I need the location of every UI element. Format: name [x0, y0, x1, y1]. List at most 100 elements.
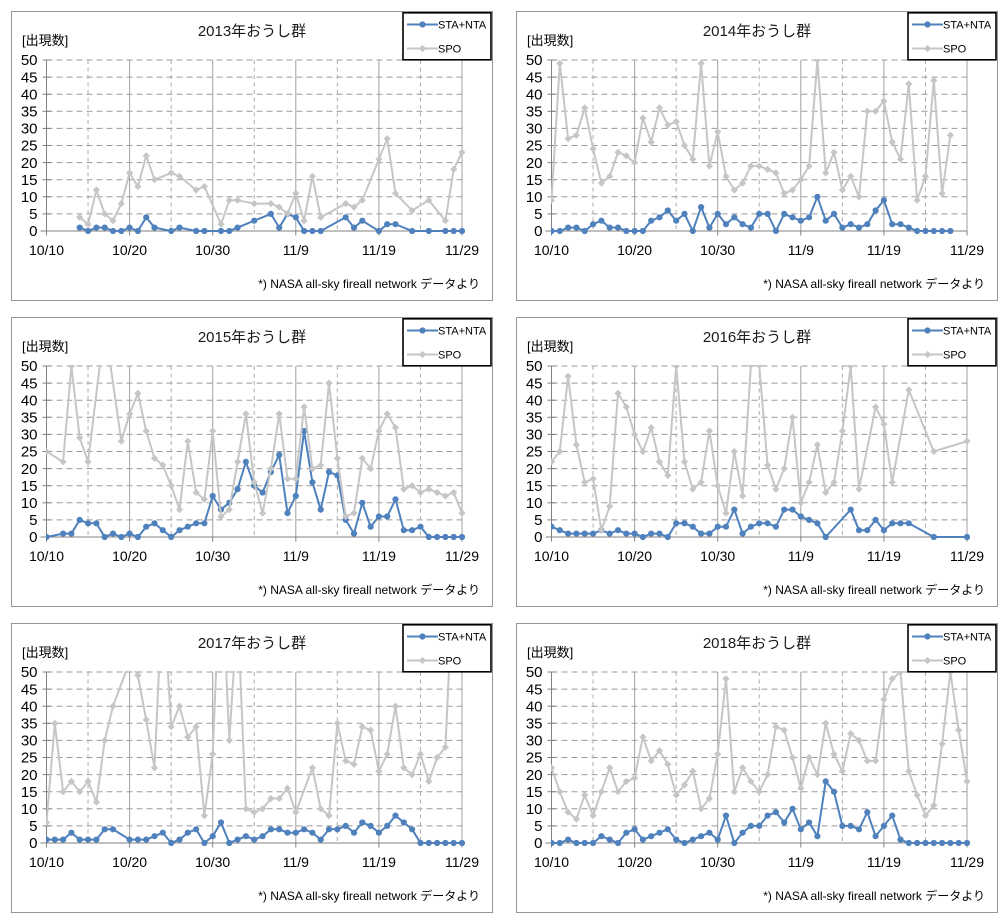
svg-text:11/19: 11/19 — [867, 548, 901, 564]
svg-text:5: 5 — [534, 512, 542, 529]
svg-text:45: 45 — [21, 69, 38, 86]
svg-text:10/10: 10/10 — [29, 548, 64, 564]
svg-text:10/10: 10/10 — [29, 854, 64, 870]
svg-text:40: 40 — [526, 698, 543, 715]
svg-text:[出現数]: [出現数] — [527, 645, 573, 660]
svg-text:20: 20 — [21, 767, 38, 784]
svg-text:*) NASA all-sky fireall networ: *) NASA all-sky fireall network データより — [763, 888, 985, 903]
svg-text:11/9: 11/9 — [283, 854, 309, 870]
svg-text:25: 25 — [526, 750, 543, 767]
svg-text:*) NASA all-sky fireall networ: *) NASA all-sky fireall network データより — [258, 276, 480, 291]
svg-text:50: 50 — [21, 358, 38, 375]
svg-text:15: 15 — [21, 478, 38, 495]
svg-text:25: 25 — [21, 750, 38, 767]
svg-text:10/30: 10/30 — [195, 854, 230, 870]
svg-text:45: 45 — [21, 681, 38, 698]
svg-text:25: 25 — [21, 444, 38, 461]
svg-text:30: 30 — [21, 427, 38, 444]
svg-text:2014年おうし群: 2014年おうし群 — [703, 23, 811, 40]
svg-text:10/20: 10/20 — [112, 242, 147, 258]
svg-text:10/20: 10/20 — [617, 854, 652, 870]
svg-text:[出現数]: [出現数] — [22, 645, 68, 660]
svg-text:10/10: 10/10 — [29, 242, 64, 258]
svg-text:15: 15 — [21, 784, 38, 801]
svg-text:11/19: 11/19 — [362, 242, 396, 258]
svg-text:STA+NTA: STA+NTA — [438, 632, 487, 644]
svg-text:11/29: 11/29 — [445, 548, 479, 564]
svg-text:STA+NTA: STA+NTA — [438, 326, 487, 338]
svg-text:10/20: 10/20 — [617, 548, 652, 564]
svg-text:45: 45 — [526, 69, 543, 86]
svg-text:11/29: 11/29 — [445, 854, 479, 870]
svg-text:11/9: 11/9 — [788, 548, 814, 564]
svg-text:15: 15 — [526, 172, 543, 189]
svg-text:10/30: 10/30 — [700, 854, 735, 870]
svg-text:50: 50 — [526, 664, 543, 681]
svg-text:2018年おうし群: 2018年おうし群 — [703, 635, 811, 652]
svg-text:10: 10 — [21, 801, 38, 818]
svg-text:45: 45 — [526, 681, 543, 698]
svg-text:11/19: 11/19 — [362, 854, 396, 870]
svg-text:30: 30 — [526, 121, 543, 138]
svg-text:11/29: 11/29 — [950, 854, 984, 870]
svg-text:35: 35 — [21, 716, 38, 733]
svg-text:[出現数]: [出現数] — [527, 339, 573, 354]
svg-text:10: 10 — [526, 801, 543, 818]
svg-text:*) NASA all-sky fireall networ: *) NASA all-sky fireall network データより — [258, 582, 480, 597]
svg-text:10/20: 10/20 — [112, 548, 147, 564]
svg-text:45: 45 — [526, 375, 543, 392]
svg-text:40: 40 — [526, 86, 543, 103]
svg-text:50: 50 — [21, 664, 38, 681]
svg-text:20: 20 — [526, 767, 543, 784]
svg-text:10: 10 — [526, 495, 543, 512]
svg-text:11/19: 11/19 — [867, 854, 901, 870]
svg-text:SPO: SPO — [438, 44, 462, 56]
svg-text:11/9: 11/9 — [788, 854, 814, 870]
svg-text:20: 20 — [21, 461, 38, 478]
svg-text:11/29: 11/29 — [445, 242, 479, 258]
svg-text:2015年おうし群: 2015年おうし群 — [198, 329, 306, 346]
svg-text:STA+NTA: STA+NTA — [438, 20, 487, 32]
svg-text:10/10: 10/10 — [534, 854, 569, 870]
svg-text:[出現数]: [出現数] — [22, 33, 68, 48]
svg-text:30: 30 — [21, 121, 38, 138]
svg-text:35: 35 — [526, 716, 543, 733]
svg-text:10: 10 — [21, 495, 38, 512]
svg-text:5: 5 — [29, 818, 37, 835]
svg-text:11/29: 11/29 — [950, 242, 984, 258]
svg-text:30: 30 — [526, 427, 543, 444]
svg-text:25: 25 — [526, 444, 543, 461]
svg-text:SPO: SPO — [943, 656, 967, 668]
svg-text:5: 5 — [29, 206, 37, 223]
svg-text:[出現数]: [出現数] — [22, 339, 68, 354]
svg-text:2017年おうし群: 2017年おうし群 — [198, 635, 306, 652]
svg-text:30: 30 — [21, 733, 38, 750]
svg-text:10/30: 10/30 — [195, 548, 230, 564]
svg-text:SPO: SPO — [943, 44, 967, 56]
svg-text:10: 10 — [21, 189, 38, 206]
svg-text:SPO: SPO — [438, 656, 462, 668]
svg-text:11/9: 11/9 — [788, 242, 814, 258]
svg-text:5: 5 — [29, 512, 37, 529]
svg-text:20: 20 — [526, 461, 543, 478]
svg-text:*) NASA all-sky fireall networ: *) NASA all-sky fireall network データより — [258, 888, 480, 903]
svg-text:10/30: 10/30 — [700, 548, 735, 564]
svg-text:15: 15 — [526, 784, 543, 801]
svg-text:0: 0 — [534, 223, 542, 240]
svg-text:40: 40 — [21, 392, 38, 409]
svg-text:0: 0 — [29, 223, 37, 240]
svg-text:5: 5 — [534, 206, 542, 223]
svg-text:*) NASA all-sky fireall networ: *) NASA all-sky fireall network データより — [763, 582, 985, 597]
svg-text:15: 15 — [526, 478, 543, 495]
svg-text:20: 20 — [21, 155, 38, 172]
svg-text:11/19: 11/19 — [867, 242, 901, 258]
svg-text:SPO: SPO — [943, 350, 967, 362]
svg-text:30: 30 — [526, 733, 543, 750]
svg-text:0: 0 — [534, 835, 542, 852]
svg-text:50: 50 — [21, 52, 38, 69]
svg-text:50: 50 — [526, 358, 543, 375]
svg-text:10/20: 10/20 — [617, 242, 652, 258]
svg-text:[出現数]: [出現数] — [527, 33, 573, 48]
svg-text:0: 0 — [534, 529, 542, 546]
svg-text:25: 25 — [526, 138, 543, 155]
